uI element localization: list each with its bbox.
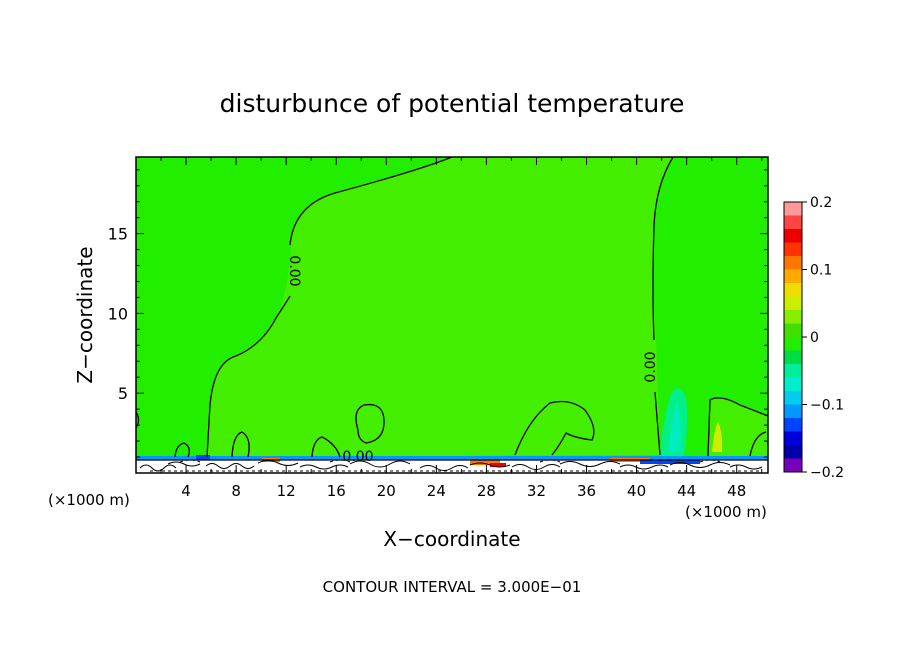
field-patches [207, 157, 768, 457]
x-tick-label-3: 16 [327, 482, 346, 500]
x-tick-label-2: 12 [277, 482, 296, 500]
surface-dark-blue-b [640, 460, 700, 464]
contour-zero-right [652, 156, 674, 456]
colorbar-cell-0 [784, 202, 802, 216]
plot-area: 0.00 0.00 0.00 4 8 12 16 20 24 28 32 36 40 44 48510… [108, 156, 769, 500]
colorbar-cells [784, 202, 802, 473]
x-tick-label-8: 36 [577, 482, 596, 500]
x-tick-label-9: 40 [627, 482, 646, 500]
surface-orange-b [470, 460, 500, 465]
colorbar-cell-4 [784, 256, 802, 270]
colorbar-tick-label-0: 0.2 [810, 195, 832, 211]
surface-blue-band [136, 456, 768, 460]
surface-white-band [136, 459, 768, 473]
plot-frame [135, 156, 769, 474]
colorbar-cell-6 [784, 283, 802, 297]
colorbar-cell-5 [784, 269, 802, 284]
colorbar-cell-9 [784, 323, 802, 338]
colorbar-cell-19 [784, 458, 802, 473]
colorbar-cell-2 [784, 229, 802, 243]
colorbar-cell-18 [784, 445, 802, 459]
colorbar-cell-1 [784, 215, 802, 230]
y-axis-label: Z−coordinate [73, 246, 97, 383]
contour-small-blob-a [174, 442, 190, 458]
contour-small-blob-c [311, 436, 341, 458]
colorbar-cell-11 [784, 350, 802, 365]
y-tick-label-1: 10 [108, 304, 128, 323]
colorbar-ticks: 0.2 0.1 0 −0.1 −0.2 [802, 195, 844, 481]
colorbar-tick-label-3: −0.1 [810, 398, 844, 414]
colorbar-cell-15 [784, 404, 802, 419]
surface-layer [136, 455, 768, 473]
x-tick-label-7: 32 [527, 482, 546, 500]
colorbar-cell-8 [784, 310, 802, 324]
colorbar: 0.2 0.1 0 −0.1 −0.2 [783, 195, 844, 481]
contour-lines [135, 156, 769, 461]
cyan-plume-core [668, 402, 681, 452]
light-green-blob-18k [356, 404, 385, 443]
contour-zero-left [206, 156, 453, 458]
contour-labels: 0.00 0.00 0.00 [286, 255, 659, 465]
colorbar-cell-10 [784, 337, 802, 351]
colorbar-tick-label-2: 0 [810, 330, 819, 346]
colorbar-tick-label-1: 0.1 [810, 263, 832, 279]
contour-blob-34k [514, 400, 595, 456]
y-tick-label-0: 5 [118, 384, 128, 403]
y-tick-label-2: 15 [108, 225, 128, 244]
contour-label-right: 0.00 [643, 351, 659, 382]
colorbar-cell-14 [784, 391, 802, 405]
contour-small-blob-b [231, 431, 250, 458]
contour-right-region [707, 397, 769, 457]
x-tick-label-10: 44 [677, 482, 696, 500]
surface-dark-blue-a [196, 455, 210, 460]
chart-title: disturbunce of potential temperature [220, 89, 685, 118]
contour-interval-note: CONTOUR INTERVAL = 3.000E−01 [323, 578, 582, 596]
contour-label-bottom: 0.00 [342, 449, 373, 465]
x-unit-label-left: (×1000 m) [48, 491, 130, 509]
x-unit-label-right: (×1000 m) [685, 503, 767, 521]
colorbar-cell-7 [784, 296, 802, 311]
colorbar-cell-17 [784, 431, 802, 446]
colorbar-tick-label-4: −0.2 [810, 465, 844, 481]
colorbar-cell-16 [784, 418, 802, 432]
light-green-region-right [708, 397, 768, 456]
x-tick-label-4: 20 [377, 482, 396, 500]
colorbar-cell-13 [784, 377, 802, 392]
light-green-blob-34k [515, 401, 594, 455]
x-tick-label-6: 28 [477, 482, 496, 500]
x-tick-label-1: 8 [231, 482, 241, 500]
colorbar-cell-3 [784, 242, 802, 257]
colorbar-cell-12 [784, 364, 802, 378]
surface-red-a [490, 463, 506, 467]
light-green-blob-near-ground [750, 432, 768, 456]
x-axis-label: X−coordinate [383, 527, 520, 551]
x-tick-label-11: 48 [727, 482, 746, 500]
axis-ticks [136, 157, 768, 473]
contour-small-blob-d [749, 431, 767, 457]
light-green-region-left [207, 157, 673, 457]
x-tick-label-0: 4 [181, 482, 191, 500]
x-tick-label-5: 24 [427, 482, 446, 500]
yellow-patch [712, 422, 723, 452]
contour-label-left: 0.00 [286, 255, 302, 286]
contour-blob-18k [355, 403, 385, 444]
